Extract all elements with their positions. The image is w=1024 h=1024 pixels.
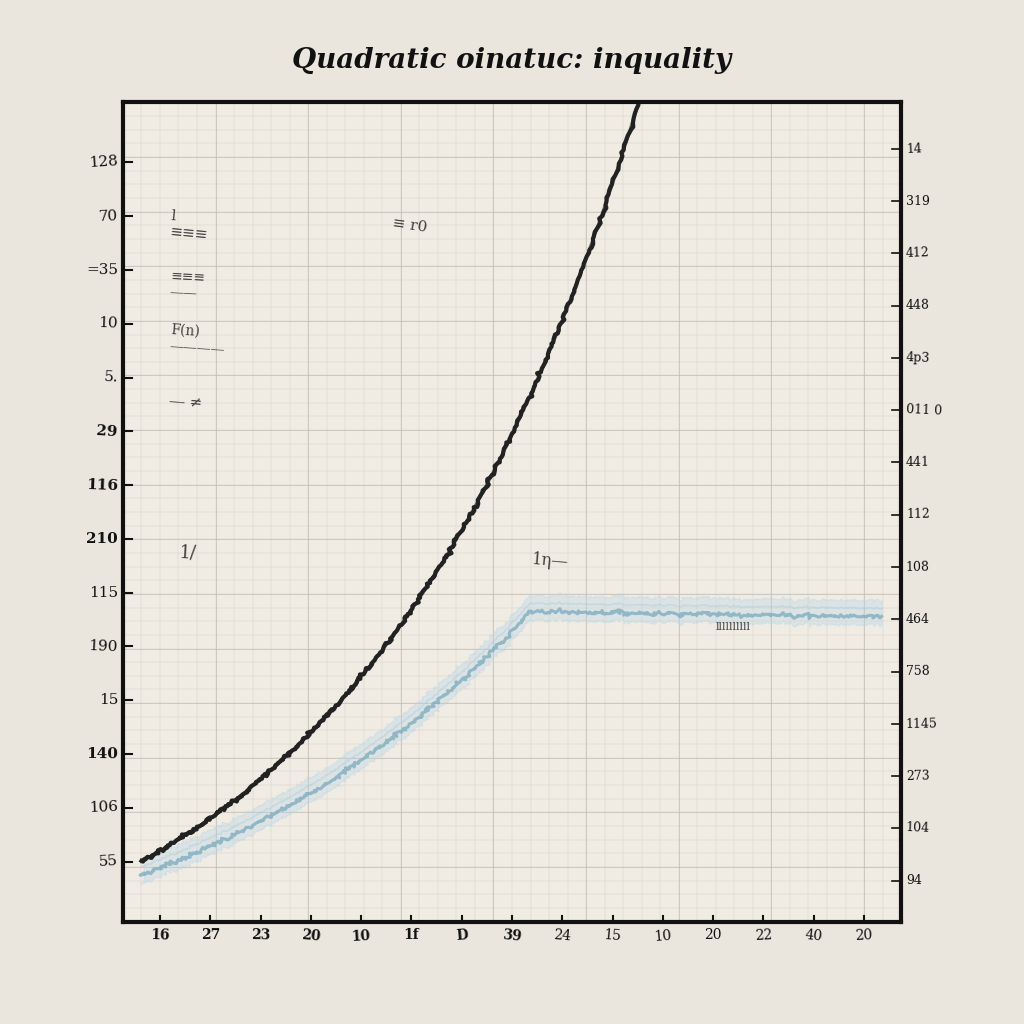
Text: ≡≡≡
——: ≡≡≡ —— xyxy=(169,269,206,301)
Text: 4p3: 4p3 xyxy=(906,351,931,365)
Text: 16: 16 xyxy=(150,929,170,943)
Text: 104: 104 xyxy=(906,821,930,836)
Text: 5.: 5. xyxy=(103,371,118,385)
Text: 758: 758 xyxy=(906,665,930,678)
Text: 464: 464 xyxy=(906,612,930,626)
Text: 115: 115 xyxy=(89,586,118,600)
Text: =35: =35 xyxy=(86,263,118,278)
Text: D: D xyxy=(455,929,468,943)
Text: 210: 210 xyxy=(86,531,118,546)
Text: 24: 24 xyxy=(553,929,571,944)
Text: 27: 27 xyxy=(201,929,220,942)
Text: 10: 10 xyxy=(351,929,372,943)
Text: 40: 40 xyxy=(805,929,823,944)
Text: 39: 39 xyxy=(502,929,522,944)
Text: F(n)
————: F(n) ———— xyxy=(169,323,226,357)
Text: 1f: 1f xyxy=(403,929,419,942)
Text: 94: 94 xyxy=(906,874,922,887)
Text: 14: 14 xyxy=(906,142,923,156)
Text: 20: 20 xyxy=(855,929,873,943)
Text: 116: 116 xyxy=(86,477,118,493)
Text: 70: 70 xyxy=(98,209,118,223)
Text: ≡ r0: ≡ r0 xyxy=(391,216,428,234)
Text: 23: 23 xyxy=(251,929,270,943)
Text: 273: 273 xyxy=(906,769,930,782)
Text: 108: 108 xyxy=(906,560,930,573)
Text: ― ≠: ― ≠ xyxy=(169,394,203,412)
Text: 1η—: 1η— xyxy=(530,551,569,571)
Text: 1/: 1/ xyxy=(178,544,197,562)
Text: 112: 112 xyxy=(906,508,930,521)
Text: 448: 448 xyxy=(906,299,930,312)
Text: 10: 10 xyxy=(98,316,118,331)
Text: 011 0: 011 0 xyxy=(906,402,942,418)
Text: 1145: 1145 xyxy=(906,717,938,730)
Text: 20: 20 xyxy=(301,929,322,944)
Text: llllllllll: llllllllll xyxy=(716,622,751,632)
Text: 441: 441 xyxy=(906,456,930,469)
Text: 190: 190 xyxy=(88,639,118,654)
Text: Quadratic oinatuc: inquality: Quadratic oinatuc: inquality xyxy=(293,47,731,74)
Text: 15: 15 xyxy=(603,929,622,944)
Text: 319: 319 xyxy=(906,195,930,208)
Text: 22: 22 xyxy=(755,929,772,943)
Text: 55: 55 xyxy=(98,854,118,869)
Text: 20: 20 xyxy=(705,929,722,942)
Text: l
≡≡≡: l ≡≡≡ xyxy=(169,209,210,242)
Text: 29: 29 xyxy=(96,424,118,439)
Text: 15: 15 xyxy=(98,693,118,708)
Text: 140: 140 xyxy=(86,746,118,761)
Text: 106: 106 xyxy=(88,800,118,815)
Text: 10: 10 xyxy=(653,929,672,944)
Text: 412: 412 xyxy=(906,247,930,260)
Text: 128: 128 xyxy=(88,155,118,170)
